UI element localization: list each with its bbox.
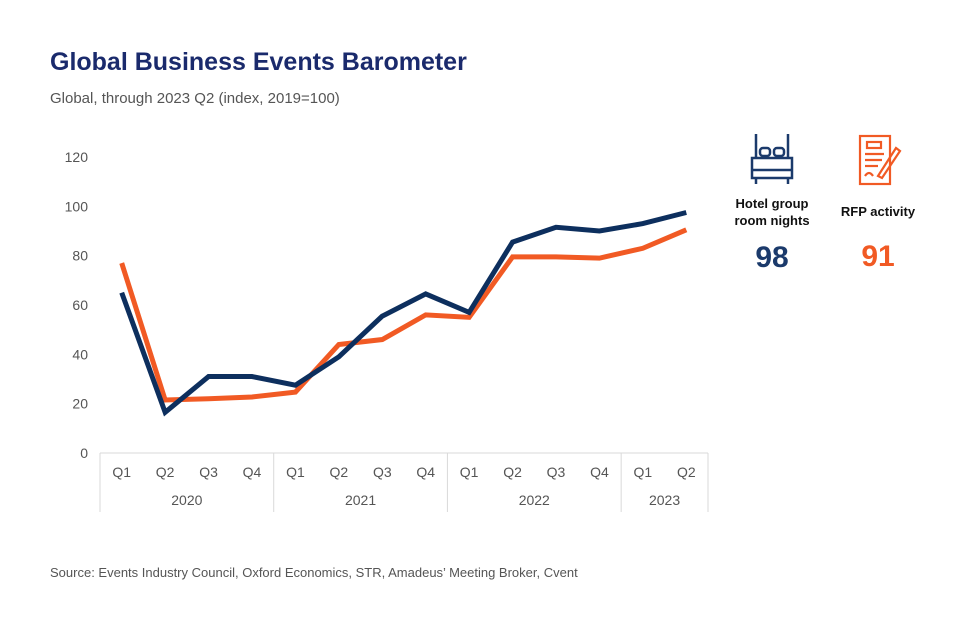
- x-tick-label: Q1: [634, 464, 653, 480]
- chart-subtitle: Global, through 2023 Q2 (index, 2019=100…: [50, 90, 340, 107]
- x-tick-label: Q3: [373, 464, 392, 480]
- chart-title: Global Business Events Barometer: [50, 48, 467, 76]
- x-tick-label: Q2: [677, 464, 696, 480]
- x-tick-label: Q1: [112, 464, 131, 480]
- y-tick-label: 60: [72, 297, 88, 313]
- x-tick-label: Q2: [156, 464, 175, 480]
- source-note: Source: Events Industry Council, Oxford …: [50, 565, 578, 580]
- y-tick-label: 100: [65, 198, 89, 214]
- x-group-label: 2023: [649, 492, 680, 508]
- x-tick-label: Q1: [460, 464, 479, 480]
- kpi-value: 91: [861, 240, 895, 273]
- x-tick-label: Q3: [199, 464, 218, 480]
- x-tick-label: Q2: [330, 464, 349, 480]
- x-tick-label: Q4: [416, 464, 435, 480]
- x-group-label: 2020: [171, 492, 202, 508]
- y-tick-label: 20: [72, 396, 88, 412]
- series-line-rfp-activity: [119, 227, 688, 403]
- y-tick-label: 0: [80, 445, 88, 461]
- x-tick-label: Q2: [503, 464, 522, 480]
- kpi-label: Hotel group: [735, 196, 809, 211]
- x-tick-label: Q4: [243, 464, 262, 480]
- kpi-rfp: RFP activity 91: [828, 130, 928, 274]
- kpi-value: 98: [755, 241, 789, 274]
- y-tick-label: 120: [65, 149, 89, 165]
- x-group-label: 2022: [519, 492, 550, 508]
- x-group-label: 2021: [345, 492, 376, 508]
- series-line-hotel-group-room-nights: [119, 210, 687, 417]
- y-tick-label: 40: [72, 346, 88, 362]
- kpi-label: RFP activity: [840, 204, 916, 219]
- y-tick-label: 80: [72, 248, 88, 264]
- x-tick-label: Q4: [590, 464, 609, 480]
- document-pen-icon: [858, 134, 902, 186]
- kpi-hotel: Hotel group room nights 98: [722, 130, 822, 275]
- kpi-label: room nights: [734, 213, 810, 228]
- bed-icon: [750, 134, 794, 184]
- x-tick-label: Q1: [286, 464, 305, 480]
- x-tick-label: Q3: [547, 464, 566, 480]
